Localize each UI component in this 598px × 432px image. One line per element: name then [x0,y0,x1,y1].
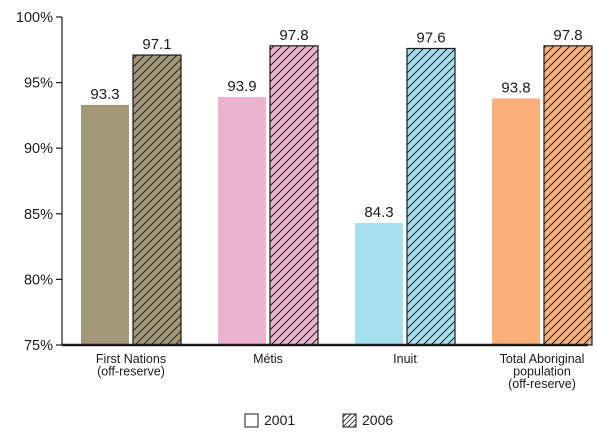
bar-2001-0 [81,104,129,346]
x-tick-label-line: First Nations [96,352,166,366]
legend: 2001 2006 [244,412,393,428]
y-tick-label: 75% [24,338,53,354]
x-tick-label-line: population [513,365,571,379]
bar-2006-0 [132,54,182,346]
y-tick-label: 95% [24,76,53,92]
bar-2006-2 [406,47,456,346]
value-label-2001-1: 93.9 [227,78,256,95]
legend-swatch-2006 [342,413,357,428]
bar-2001-2 [355,222,403,345]
x-tick-label-line: Métis [253,352,283,366]
value-label-2006-0: 97.1 [142,36,171,53]
x-tick-label: Métis [253,352,283,366]
legend-label-2001: 2001 [264,412,295,428]
value-label-2006-2: 97.6 [416,29,445,46]
value-label-2001-2: 84.3 [364,204,393,221]
x-axis: First Nations (off-reserve)Métis Inuit Tota… [62,343,588,391]
bar-2006-1 [269,45,319,346]
bar-2001-1 [218,97,266,345]
y-tick-label: 100% [16,10,53,26]
y-tick-label: 80% [24,272,53,288]
x-tick-label-line: (off-reserve) [508,377,576,391]
value-label-2006-1: 97.8 [279,27,308,44]
legend-swatch-2001 [244,413,259,428]
value-label-2001-3: 93.8 [501,79,530,96]
x-tick-label: Inuit [393,352,417,366]
legend-label-2006: 2006 [362,412,393,428]
bar-2006-3 [543,45,593,346]
x-tick-label: First Nations (off-reserve) [96,352,166,379]
y-tick-label: 85% [24,207,53,223]
x-tick-label-line: Inuit [393,352,417,366]
x-tick-label: Total Aboriginal population (off-reserve) [500,352,585,391]
y-axis: 75% 80% 85% 90% 95% 100% [16,10,63,354]
bar-2001-3 [492,98,540,346]
value-label-2001-0: 93.3 [90,86,119,103]
value-labels: 93.3 97.1 93.9 97.8 84.3 97.6 93.8 97.8 [90,27,582,221]
value-label-2006-3: 97.8 [553,27,582,44]
y-tick-label: 90% [24,141,53,157]
x-tick-label-line: (off-reserve) [97,365,165,379]
bars [81,45,593,346]
x-tick-label-line: Total Aboriginal [500,352,585,366]
